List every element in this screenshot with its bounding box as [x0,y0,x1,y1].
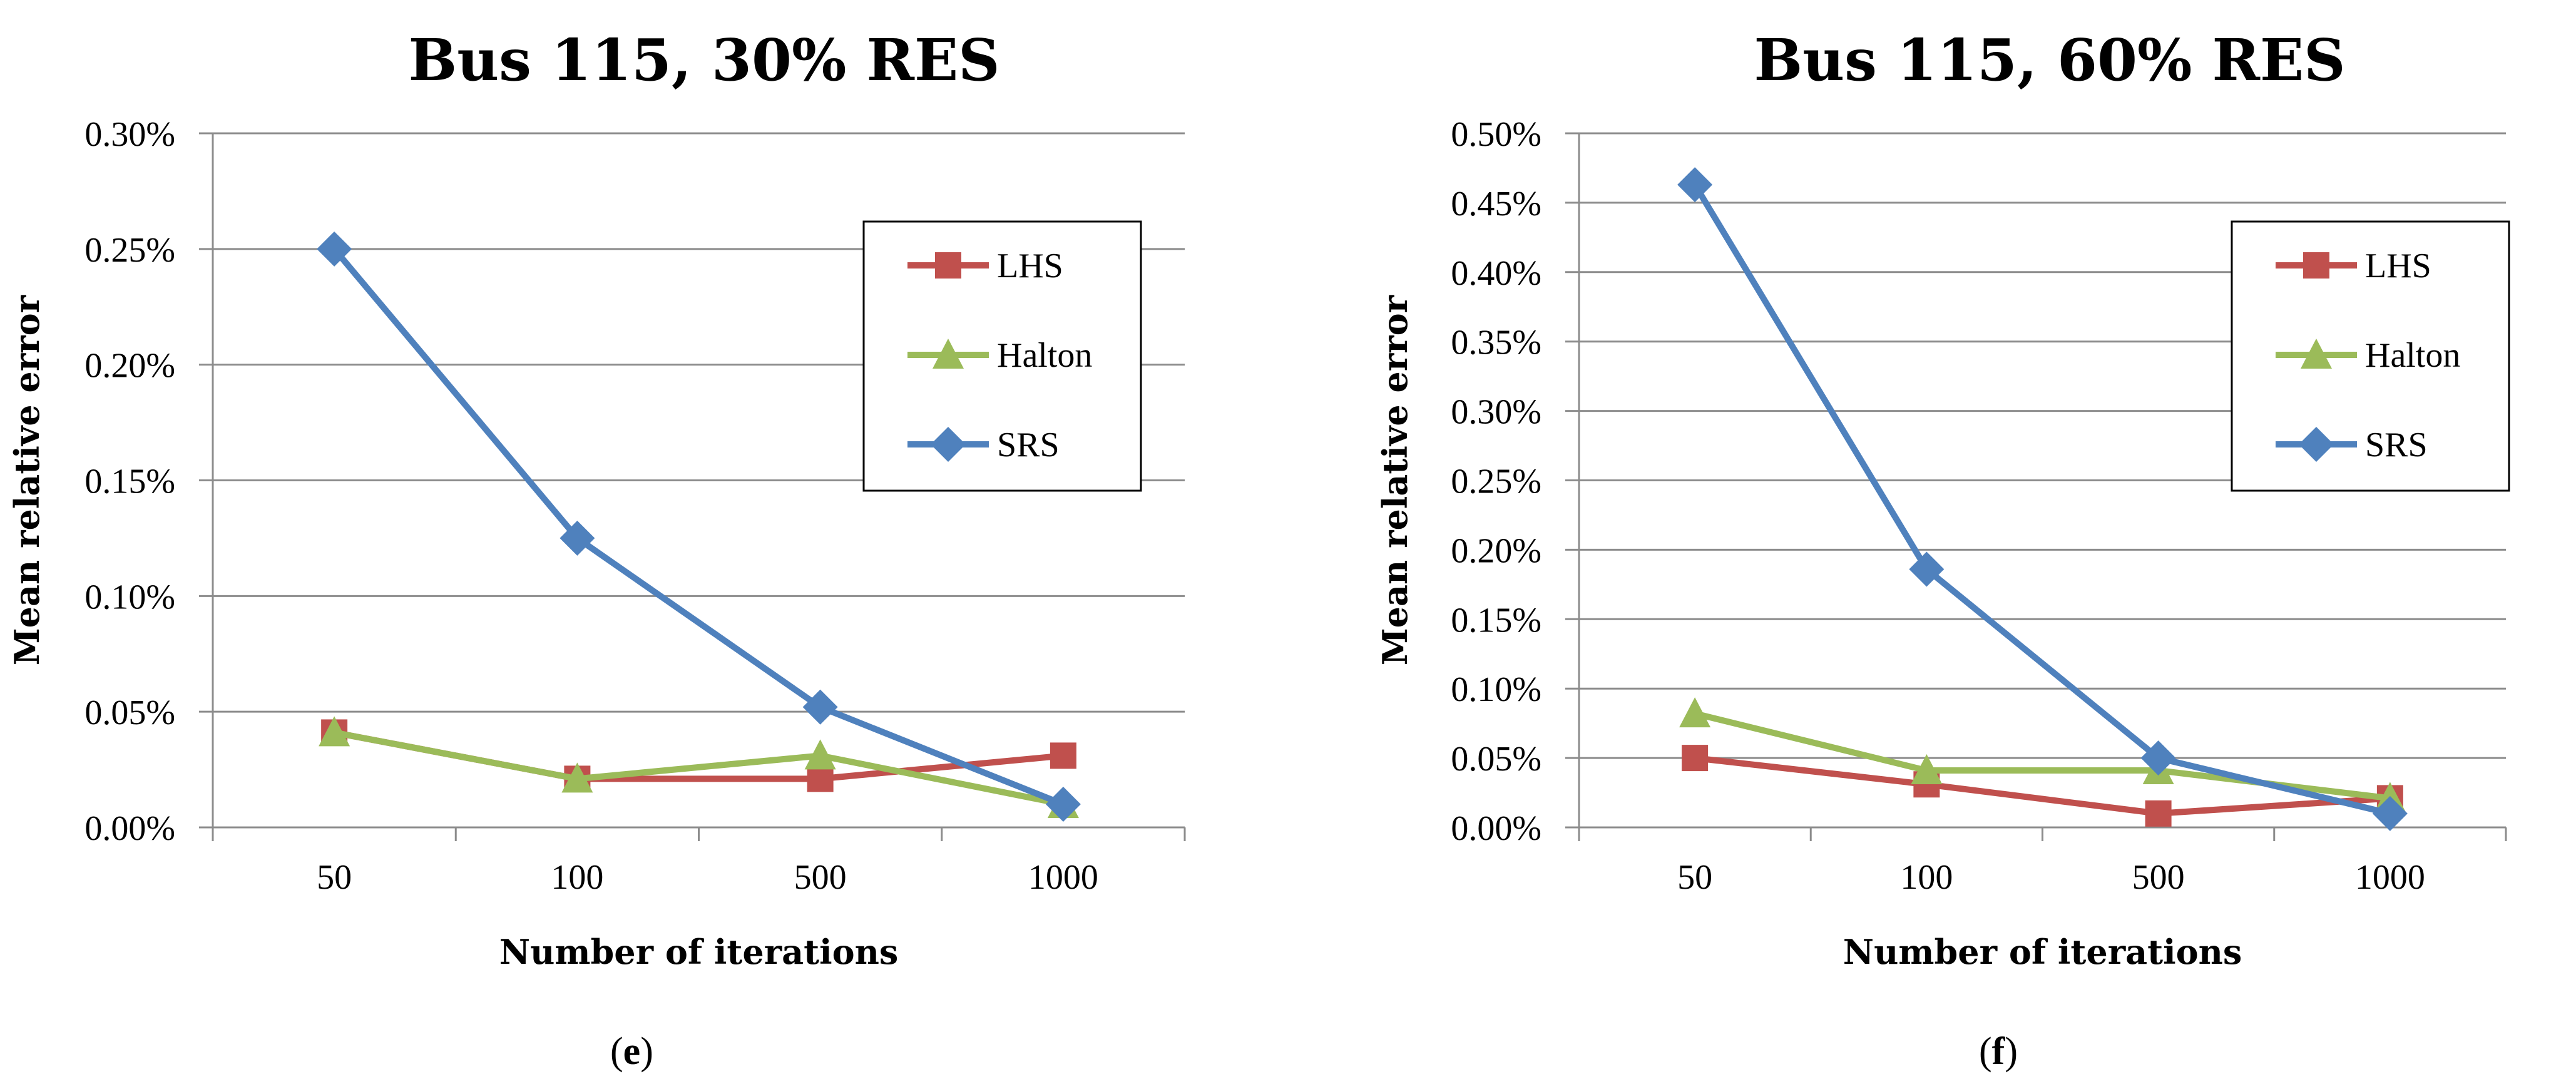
y-tick-label: 0.10% [84,578,175,616]
data-point-srs [317,231,352,267]
y-tick-label: 0.05% [84,693,175,732]
chart-panel-f: Bus 115, 60% RES 0.00% 0.05% 0.10% 0.15% 0.20… [1375,26,2510,1073]
y-tick-label: 0.15% [84,463,175,501]
data-point-halton [561,762,593,793]
legend-marker-srs [2299,427,2334,462]
x-tick-label: 50 [317,858,352,897]
chart-title: Bus 115, 30% RES [408,26,999,94]
y-tick-label: 0.25% [1451,463,1541,501]
legend-marker-halton [933,339,964,369]
y-tick-label: 0.20% [1451,531,1541,570]
x-tick-label: 100 [1900,858,1953,897]
y-tick-label: 0.25% [84,231,175,270]
y-tick-label: 0.30% [84,115,175,154]
caption-open-paren: ( [610,1030,623,1073]
legend-marker-halton [2301,339,2332,369]
x-tick-label: 1000 [1028,858,1098,897]
panel-caption: (f) [1979,1030,2018,1073]
y-tick-label: 0.30% [1451,393,1541,432]
chart-panel-e: Bus 115, 30% RES 0.00% 0.05% 0.10% 0.15% 0.20… [7,26,1186,1073]
data-point-lhs [2145,800,2172,827]
legend-label-srs: SRS [997,426,1060,464]
legend-label-halton: Halton [2365,336,2460,375]
caption-close-paren: ) [640,1030,653,1073]
data-point-lhs [1050,742,1076,769]
caption-open-paren: ( [1979,1030,1992,1073]
series-line-srs [1692,182,2393,817]
legend: LHS Halton SRS [2231,220,2510,492]
x-tick-label: 50 [1677,858,1712,897]
panel-caption: (e) [610,1030,653,1073]
y-axis-title: Mean relative error [1375,295,1415,665]
x-tick-label: 1000 [2355,858,2425,897]
series-line-halton [331,729,1066,808]
x-tick-label: 500 [2132,858,2185,897]
data-point-srs [1045,787,1081,822]
legend: LHS Halton SRS [862,220,1142,492]
y-tick-label: 0.15% [1451,601,1541,640]
x-axis-title: Number of iterations [1843,932,2242,972]
y-tick-label: 0.35% [1451,324,1541,362]
data-point-lhs [1682,745,1709,772]
chart-title: Bus 115, 60% RES [1754,26,2345,94]
data-point-srs [802,689,838,725]
legend-label-srs: SRS [2365,426,2428,464]
y-tick-label: 0.50% [1451,115,1541,154]
data-point-halton [1679,697,1711,728]
data-point-srs [560,520,595,556]
data-point-halton [804,739,836,770]
legend-label-lhs: LHS [997,247,1063,285]
y-tick-label: 0.10% [1451,670,1541,709]
y-tick-label: 0.00% [84,809,175,848]
y-tick-label: 0.45% [1451,185,1541,223]
data-point-halton [1911,754,1943,785]
legend-marker-lhs [935,252,961,279]
data-point-srs [1909,551,1945,587]
legend-label-halton: Halton [997,336,1092,375]
y-axis-title: Mean relative error [7,295,47,665]
data-point-halton [319,716,350,747]
series-line-srs [331,245,1066,808]
data-point-srs [1677,167,1713,203]
legend-label-lhs: LHS [2365,247,2431,285]
caption-letter: f [1992,1030,2006,1073]
y-tick-label: 0.05% [1451,740,1541,779]
legend-marker-srs [931,427,966,462]
y-tick-label: 0.00% [1451,809,1541,848]
legend-marker-lhs [2303,252,2329,279]
data-point-lhs [807,765,834,792]
y-tick-label: 0.40% [1451,254,1541,293]
y-tick-label: 0.20% [84,347,175,386]
x-tick-label: 500 [794,858,847,897]
series-line-lhs [1692,755,2393,817]
caption-letter: e [623,1030,641,1073]
caption-close-paren: ) [2005,1030,2018,1073]
x-axis-title: Number of iterations [499,932,899,972]
data-point-srs [2140,740,2176,776]
data-point-srs [2372,795,2408,831]
x-tick-label: 100 [551,858,603,897]
